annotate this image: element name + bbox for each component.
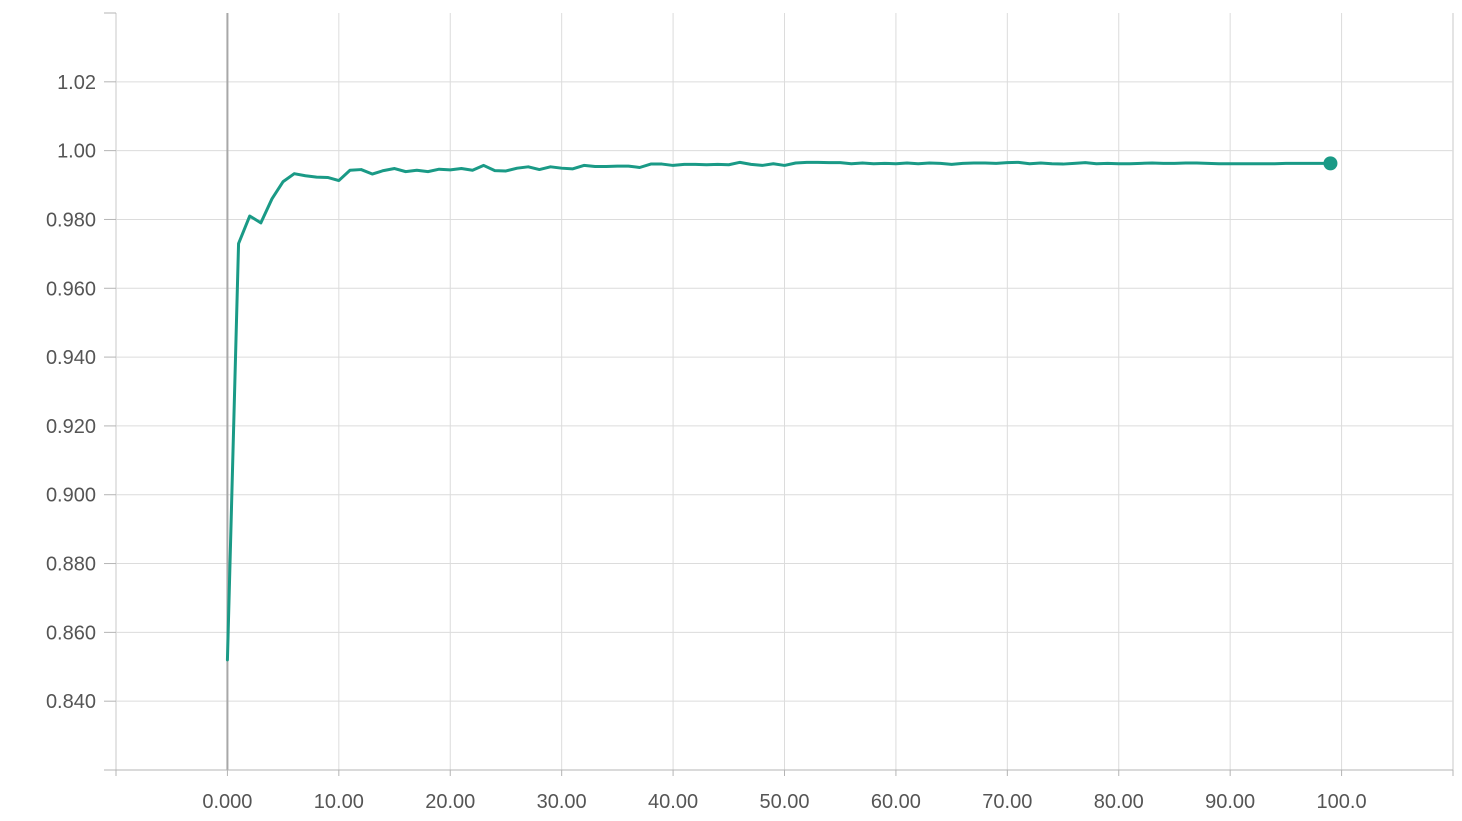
series-layer bbox=[225, 156, 1338, 662]
x-tick-label-6: 60.00 bbox=[871, 791, 921, 813]
y-tick-label-9: 1.02 bbox=[57, 72, 96, 94]
x-tick-label-7: 70.00 bbox=[982, 791, 1032, 813]
y-tick-label-4: 0.920 bbox=[46, 416, 96, 438]
series-endpoint-marker-0 bbox=[1323, 156, 1338, 171]
x-tick-label-5: 50.00 bbox=[759, 791, 809, 813]
x-tick-label-9: 90.00 bbox=[1205, 791, 1255, 813]
x-tick-label-3: 30.00 bbox=[537, 791, 587, 813]
x-tick-label-0: 0.000 bbox=[202, 791, 252, 813]
x-tick-label-10: 100.0 bbox=[1317, 791, 1367, 813]
y-tick-label-1: 0.860 bbox=[46, 622, 96, 644]
grid-layer bbox=[115, 13, 1454, 770]
x-tick-label-8: 80.00 bbox=[1094, 791, 1144, 813]
y-tick-label-0: 0.840 bbox=[46, 691, 96, 713]
y-tick-label-5: 0.940 bbox=[46, 347, 96, 369]
y-tick-label-3: 0.900 bbox=[46, 485, 96, 507]
x-tick-label-4: 40.00 bbox=[648, 791, 698, 813]
tick-label-layer: 0.840 0.860 0.880 0.900 0.920 0.940 0.960 0.980… bbox=[46, 72, 1367, 813]
x-tick-label-2: 20.00 bbox=[425, 791, 475, 813]
axis-layer bbox=[104, 12, 1454, 776]
y-tick-label-8: 1.00 bbox=[57, 141, 96, 163]
y-tick-label-7: 0.980 bbox=[46, 209, 96, 231]
y-tick-label-2: 0.880 bbox=[46, 554, 96, 576]
y-tick-label-6: 0.960 bbox=[46, 278, 96, 300]
series-line-0 bbox=[225, 160, 1332, 662]
x-tick-label-1: 10.00 bbox=[314, 791, 364, 813]
